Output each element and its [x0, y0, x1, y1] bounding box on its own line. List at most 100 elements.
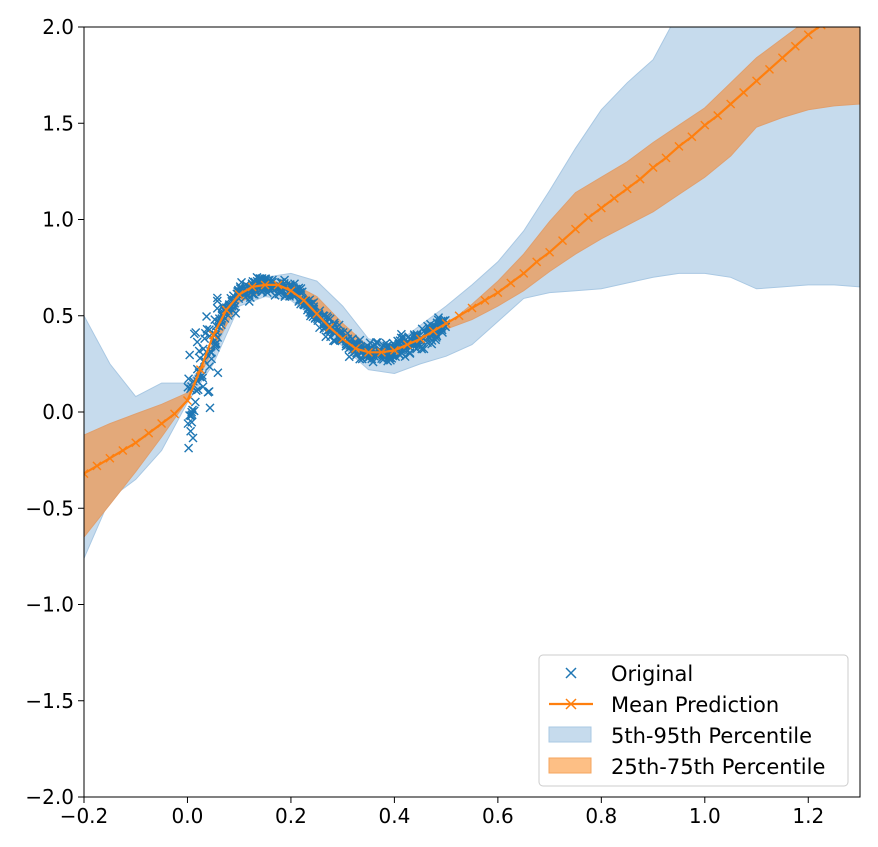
mean-prediction-marker	[402, 340, 412, 350]
mean-prediction-marker	[609, 193, 619, 203]
mean-prediction-marker	[428, 326, 438, 336]
original-point	[315, 323, 325, 333]
original-point	[404, 332, 414, 342]
legend-label-5-95: 5th-95th Percentile	[611, 724, 812, 748]
mean-prediction-marker	[182, 395, 192, 405]
original-point	[425, 319, 435, 329]
mean-prediction-marker	[92, 461, 102, 471]
mean-prediction-marker	[415, 334, 425, 344]
y-tick-label: −1.0	[25, 593, 74, 617]
x-tick-label: 1.2	[792, 804, 824, 828]
mean-prediction-marker	[803, 30, 813, 40]
mean-prediction-marker	[221, 305, 231, 315]
original-point	[379, 351, 389, 361]
mean-prediction-marker	[299, 295, 309, 305]
mean-prediction-marker	[726, 99, 736, 109]
mean-prediction-marker	[648, 163, 658, 173]
original-point	[381, 338, 391, 348]
mean-prediction-marker	[635, 174, 645, 184]
mean-prediction-marker	[700, 120, 710, 130]
original-point	[437, 328, 447, 338]
mean-prediction-marker	[570, 224, 580, 234]
mean-prediction-marker	[506, 278, 516, 288]
original-point	[355, 354, 365, 364]
original-point	[325, 314, 335, 324]
x-tick-label: 0.8	[585, 804, 617, 828]
legend-label-25-75: 25th-75th Percentile	[611, 755, 825, 779]
mean-prediction-marker	[713, 111, 723, 121]
original-point	[210, 342, 220, 352]
mean-prediction-marker	[493, 288, 503, 298]
mean-prediction-marker	[583, 213, 593, 223]
mean-prediction-marker	[338, 334, 348, 344]
mean-prediction-marker	[816, 27, 826, 30]
y-axis: −2.0 −1.5 −1.0 −0.5 0.0 0.5 1.0 1.5 2.0	[25, 15, 84, 809]
mean-prediction-marker	[376, 347, 386, 357]
mean-prediction-marker	[312, 309, 322, 319]
x-tick-label: 0.0	[172, 804, 204, 828]
original-point	[431, 335, 441, 345]
original-point	[212, 296, 222, 306]
original-point	[219, 305, 229, 315]
original-point	[184, 374, 194, 384]
original-point	[202, 311, 212, 321]
legend-x-marker	[565, 667, 577, 679]
mean-prediction-marker	[286, 286, 296, 296]
original-point	[347, 334, 357, 344]
mean-prediction-marker	[260, 280, 270, 290]
legend-item-5-95: 5th-95th Percentile	[548, 724, 812, 748]
original-point	[417, 324, 427, 334]
y-tick-label: −0.5	[25, 496, 74, 520]
y-tick-label: 2.0	[42, 15, 74, 39]
plot-area	[84, 27, 860, 559]
mean-prediction-marker	[195, 365, 205, 375]
original-point	[332, 326, 342, 336]
mean-prediction-marker	[532, 257, 542, 267]
y-tick-label: 0.0	[42, 400, 74, 424]
mean-prediction-marker	[247, 282, 257, 292]
original-point	[185, 350, 195, 360]
y-tick-label: 1.0	[42, 208, 74, 232]
x-tick-label: 0.2	[275, 804, 307, 828]
legend-item-25-75: 25th-75th Percentile	[548, 755, 825, 779]
mean-prediction-marker	[687, 132, 697, 142]
mean-prediction-marker	[764, 64, 774, 74]
mean-prediction-marker	[674, 141, 684, 151]
original-point	[210, 339, 220, 349]
x-tick-label: 0.6	[482, 804, 514, 828]
legend-label-mean-prediction: Mean Prediction	[611, 693, 779, 717]
original-point	[186, 411, 196, 421]
mean-prediction-marker	[105, 453, 115, 463]
legend-mean-symbol	[549, 698, 593, 710]
original-point	[212, 293, 222, 303]
original-point	[330, 336, 340, 346]
original-point	[378, 354, 388, 364]
mean-prediction-marker	[170, 409, 180, 419]
mean-prediction-marker	[157, 419, 167, 429]
mean-prediction-line	[84, 27, 821, 475]
mean-prediction-marker	[234, 290, 244, 300]
original-point	[328, 336, 338, 346]
mean-prediction-marker	[364, 347, 374, 357]
mean-prediction-marker	[622, 184, 632, 194]
original-point	[205, 403, 215, 413]
mean-prediction-marker	[144, 428, 154, 438]
mean-prediction-markers	[84, 27, 826, 479]
legend-item-original: Original	[565, 662, 693, 686]
mean-prediction-marker	[84, 469, 89, 479]
mean-prediction-marker	[545, 247, 555, 257]
mean-prediction-marker	[389, 345, 399, 355]
mean-prediction-marker	[519, 268, 529, 278]
legend-5-95-swatch	[548, 726, 592, 743]
original-point	[212, 303, 222, 313]
y-tick-label: −1.5	[25, 689, 74, 713]
original-point	[344, 352, 354, 362]
x-tick-label: 0.4	[378, 804, 410, 828]
original-point	[192, 337, 202, 347]
original-point	[313, 312, 323, 322]
original-point	[255, 274, 265, 284]
y-tick-label: 1.5	[42, 111, 74, 135]
mean-prediction-marker	[739, 87, 749, 97]
x-tick-label: 1.0	[689, 804, 721, 828]
